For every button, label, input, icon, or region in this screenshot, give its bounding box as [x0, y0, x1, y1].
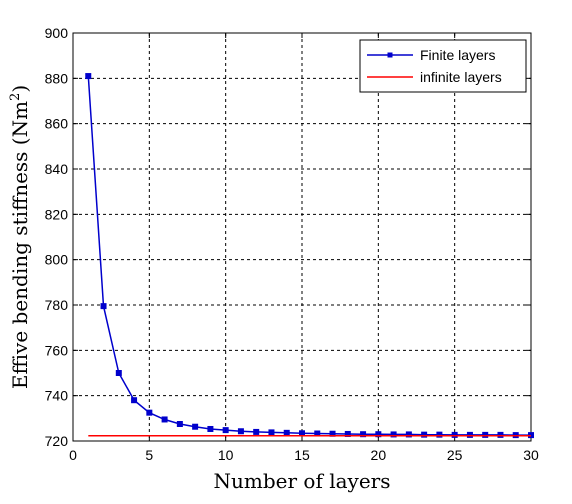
legend-items: Finite layers infinite layers	[367, 47, 502, 85]
data-point	[436, 431, 443, 438]
y-tick-label: 880	[45, 70, 69, 86]
y-tick-label: 900	[45, 25, 69, 41]
y-tick-label: 800	[45, 252, 69, 268]
data-point	[283, 429, 290, 436]
data-point	[161, 416, 168, 423]
y-tick-label: 740	[45, 388, 69, 404]
data-point	[237, 428, 244, 435]
data-point	[390, 431, 397, 438]
x-tick-label: 15	[294, 447, 310, 463]
x-tick-label: 0	[69, 447, 77, 463]
y-axis-title-text: Effive bending stiffness (Nm	[8, 101, 32, 389]
data-point	[375, 431, 382, 438]
legend-marker	[387, 52, 393, 58]
data-point	[253, 428, 260, 435]
series-line	[87, 76, 531, 436]
y-tick-label: 840	[45, 161, 69, 177]
data-point	[176, 421, 183, 427]
legend-item-1: infinite layers	[367, 69, 502, 85]
y-tick-label: 820	[45, 206, 69, 222]
y-tick-label: 860	[45, 116, 69, 132]
data-point	[146, 409, 153, 416]
data-point	[497, 431, 504, 438]
series-lines	[85, 73, 534, 439]
series-0	[85, 73, 534, 439]
y-tick-label: 760	[45, 342, 69, 358]
legend-item-0: Finite layers	[367, 47, 495, 63]
data-point	[115, 370, 122, 376]
data-point	[222, 427, 229, 434]
data-point	[451, 431, 458, 438]
y-axis-title: Effive bending stiffness (Nm2)	[8, 85, 32, 389]
x-tick-label: 10	[218, 447, 234, 463]
legend: Finite layers infinite layers	[359, 39, 527, 93]
data-point	[192, 423, 199, 430]
y-axis-ticks: 720 740 760 780 800 820 840 860 880 900	[45, 25, 531, 449]
data-point	[482, 431, 489, 438]
data-point	[466, 431, 473, 438]
legend-label: infinite layers	[420, 69, 502, 85]
data-point	[207, 425, 214, 432]
data-point	[421, 431, 428, 438]
legend-box	[359, 39, 527, 93]
x-tick-label: 20	[371, 447, 387, 463]
data-point	[85, 73, 92, 80]
y-tick-label: 780	[45, 297, 69, 313]
y-tick-label: 720	[45, 433, 69, 449]
legend-label: Finite layers	[420, 47, 495, 63]
data-point	[299, 430, 305, 437]
grid-lines	[73, 33, 531, 441]
y-axis-title-close: )	[8, 85, 32, 93]
x-axis-ticks: 0 5 10 15 20 25 30	[69, 33, 539, 463]
data-point	[268, 429, 275, 436]
data-point	[405, 431, 412, 438]
x-tick-label: 5	[145, 447, 153, 463]
data-point	[360, 431, 367, 438]
x-axis-title: Number of layers	[214, 469, 391, 493]
data-point	[100, 303, 107, 310]
x-tick-label: 30	[523, 447, 539, 463]
y-axis-title-superscript: 2	[8, 93, 23, 101]
x-tick-label: 25	[447, 447, 463, 463]
data-point	[131, 397, 138, 404]
